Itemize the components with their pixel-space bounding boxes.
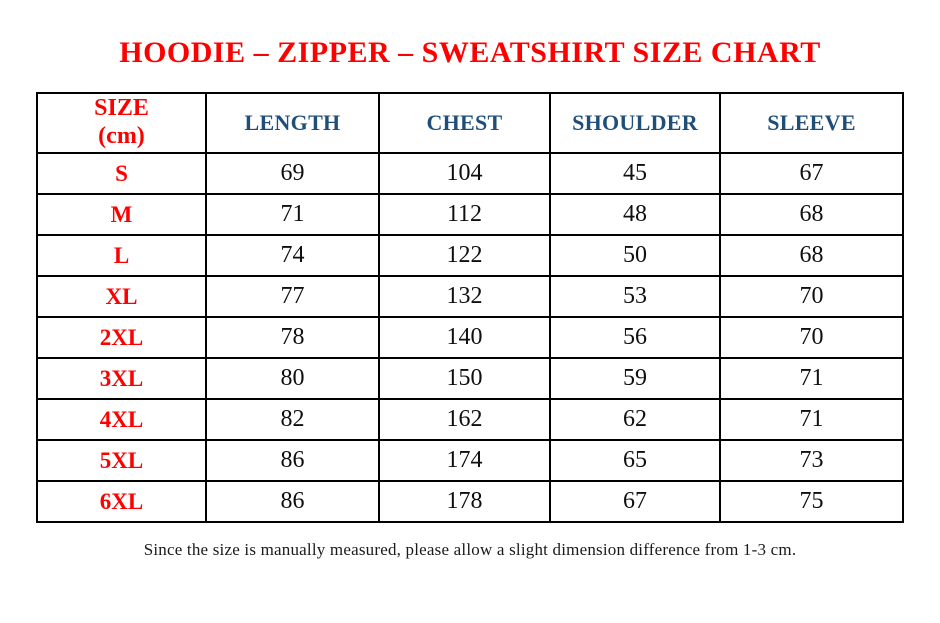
length-cell: 77 — [205, 275, 380, 318]
size-label-cell: 6XL — [36, 480, 207, 523]
length-cell: 80 — [205, 357, 380, 400]
size-label-cell: L — [36, 234, 207, 277]
chest-cell: 122 — [378, 234, 551, 277]
shoulder-cell: 67 — [549, 480, 721, 523]
size-chart-table: SIZE (cm) LENGTH CHEST SHOULDER SLEEVE S… — [36, 92, 904, 523]
table-row: 2XL 78 140 56 70 — [36, 316, 904, 359]
chest-cell: 162 — [378, 398, 551, 441]
chest-cell: 112 — [378, 193, 551, 236]
header-size-line1: SIZE — [94, 95, 149, 122]
chest-cell: 140 — [378, 316, 551, 359]
shoulder-cell: 48 — [549, 193, 721, 236]
table-row: XL 77 132 53 70 — [36, 275, 904, 318]
header-size-line2: (cm) — [98, 123, 145, 149]
table-header-row: SIZE (cm) LENGTH CHEST SHOULDER SLEEVE — [36, 92, 904, 154]
shoulder-cell: 50 — [549, 234, 721, 277]
chest-cell: 174 — [378, 439, 551, 482]
size-chart-page: . HOODIE – ZIPPER – SWEATSHIRT SIZE CHAR… — [0, 36, 940, 623]
length-cell: 86 — [205, 480, 380, 523]
chest-cell: 132 — [378, 275, 551, 318]
header-sleeve: SLEEVE — [719, 92, 904, 154]
stray-dot: . — [474, 37, 478, 52]
shoulder-cell: 65 — [549, 439, 721, 482]
table-row: 6XL 86 178 67 75 — [36, 480, 904, 523]
length-cell: 82 — [205, 398, 380, 441]
shoulder-cell: 56 — [549, 316, 721, 359]
length-cell: 86 — [205, 439, 380, 482]
size-label-cell: 2XL — [36, 316, 207, 359]
measurement-disclaimer: Since the size is manually measured, ple… — [143, 540, 797, 559]
header-length: LENGTH — [205, 92, 380, 154]
size-label-cell: 5XL — [36, 439, 207, 482]
table-row: 4XL 82 162 62 71 — [36, 398, 904, 441]
header-chest: CHEST — [378, 92, 551, 154]
sleeve-cell: 68 — [719, 193, 904, 236]
table-row: 5XL 86 174 65 73 — [36, 439, 904, 482]
sleeve-cell: 71 — [719, 398, 904, 441]
size-label-cell: S — [36, 152, 207, 195]
header-shoulder: SHOULDER — [549, 92, 721, 154]
page-title: HOODIE – ZIPPER – SWEATSHIRT SIZE CHART — [119, 36, 821, 69]
length-cell: 69 — [205, 152, 380, 195]
sleeve-cell: 67 — [719, 152, 904, 195]
chest-cell: 104 — [378, 152, 551, 195]
shoulder-cell: 45 — [549, 152, 721, 195]
header-size-cm: SIZE (cm) — [36, 92, 207, 154]
sleeve-cell: 70 — [719, 275, 904, 318]
sleeve-cell: 70 — [719, 316, 904, 359]
sleeve-cell: 71 — [719, 357, 904, 400]
length-cell: 78 — [205, 316, 380, 359]
length-cell: 71 — [205, 193, 380, 236]
size-label-cell: 4XL — [36, 398, 207, 441]
shoulder-cell: 62 — [549, 398, 721, 441]
sleeve-cell: 68 — [719, 234, 904, 277]
shoulder-cell: 53 — [549, 275, 721, 318]
table-row: L 74 122 50 68 — [36, 234, 904, 277]
length-cell: 74 — [205, 234, 380, 277]
size-label-cell: M — [36, 193, 207, 236]
chest-cell: 150 — [378, 357, 551, 400]
shoulder-cell: 59 — [549, 357, 721, 400]
size-label-cell: 3XL — [36, 357, 207, 400]
table-row: 3XL 80 150 59 71 — [36, 357, 904, 400]
chest-cell: 178 — [378, 480, 551, 523]
table-row: S 69 104 45 67 — [36, 152, 904, 195]
size-label-cell: XL — [36, 275, 207, 318]
table-row: M 71 112 48 68 — [36, 193, 904, 236]
sleeve-cell: 75 — [719, 480, 904, 523]
sleeve-cell: 73 — [719, 439, 904, 482]
